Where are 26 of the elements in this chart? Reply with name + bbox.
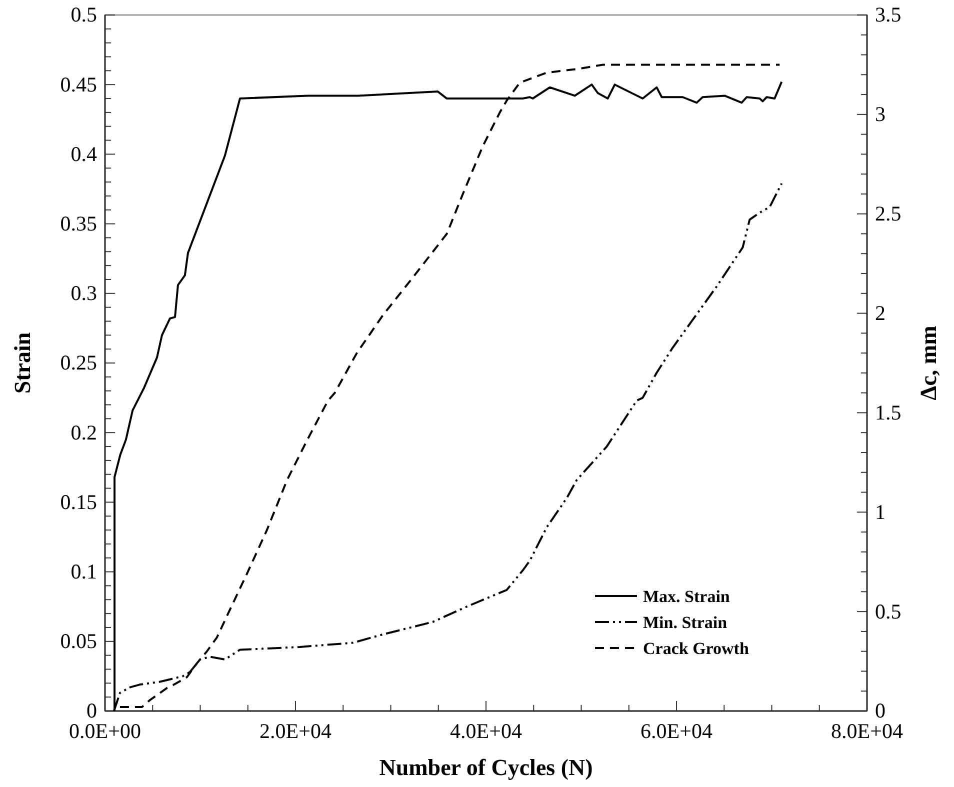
y2-tick-label: 0.5 bbox=[875, 599, 902, 624]
y-tick-label: 0.15 bbox=[60, 490, 97, 514]
y-tick-label: 0.05 bbox=[60, 629, 97, 654]
y-tick-label: 0.5 bbox=[70, 2, 97, 27]
y-tick-label: 0.25 bbox=[60, 350, 97, 375]
y2-axis-title: Δc, mm bbox=[916, 326, 941, 400]
y-tick-label: 0.1 bbox=[70, 560, 97, 584]
y2-tick-label: 3 bbox=[875, 102, 886, 126]
x-tick-label: 6.0E+04 bbox=[640, 718, 713, 743]
x-tick-label: 4.0E+04 bbox=[450, 718, 522, 743]
y-axis-title: Strain bbox=[10, 332, 35, 394]
legend-label: Max. Strain bbox=[643, 587, 730, 606]
y2-tick-label: 2 bbox=[875, 301, 886, 326]
y2-tick-label: 1 bbox=[875, 500, 886, 524]
y-tick-label: 0.35 bbox=[60, 212, 97, 236]
y-tick-label: 0.4 bbox=[70, 142, 98, 166]
y-tick-label: 0.45 bbox=[60, 72, 97, 96]
y2-tick-label: 1.5 bbox=[875, 400, 902, 424]
x-tick-label: 2.0E+04 bbox=[260, 718, 332, 743]
legend-label: Crack Growth bbox=[643, 639, 750, 658]
y2-tick-label: 3.5 bbox=[875, 2, 902, 27]
x-axis-title: Number of Cycles (N) bbox=[379, 755, 593, 780]
y2-tick-label: 2.5 bbox=[875, 202, 902, 226]
y-tick-label: 0.3 bbox=[70, 281, 97, 306]
y-tick-label: 0.2 bbox=[70, 420, 97, 444]
legend-label: Min. Strain bbox=[643, 613, 728, 632]
